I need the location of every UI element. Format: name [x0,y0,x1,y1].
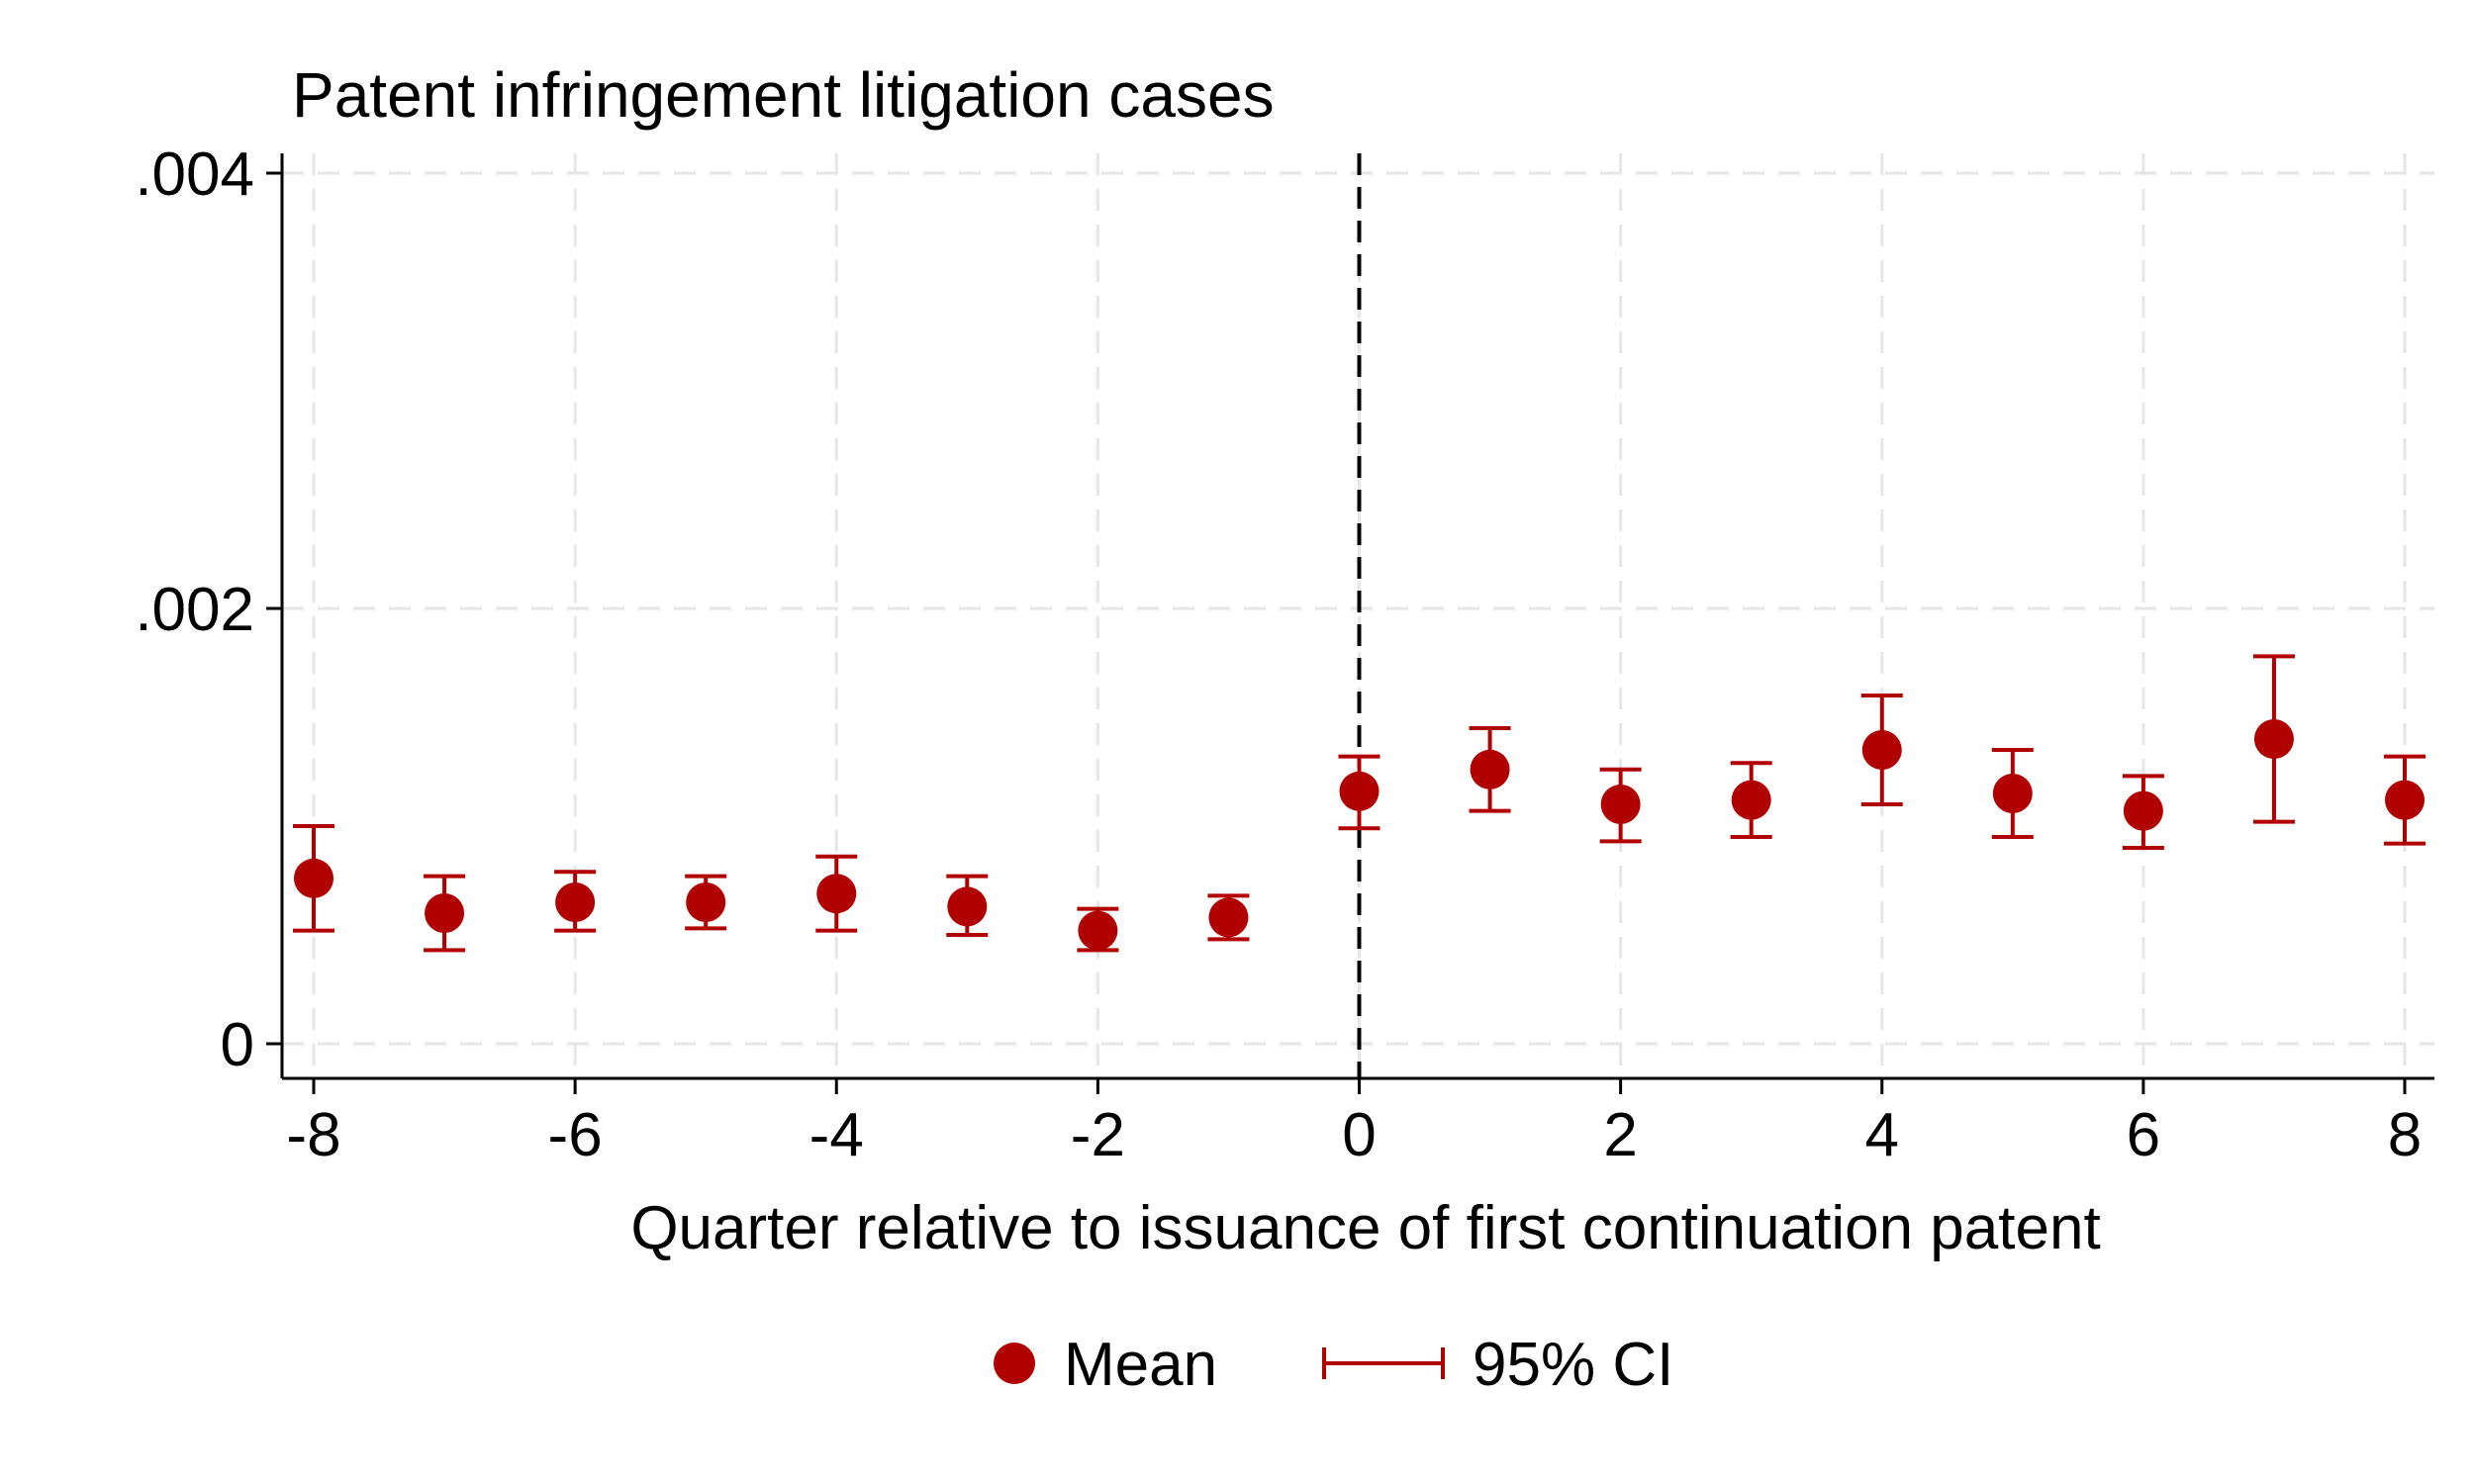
mean-point [2385,780,2425,820]
x-tick-label: 0 [1342,1101,1376,1169]
mean-point [947,886,988,927]
legend-mean-marker [994,1343,1035,1384]
mean-point [686,882,726,922]
mean-point [1339,771,1380,811]
y-tick-label: 0 [221,1011,254,1079]
x-tick-label: 8 [2388,1101,2422,1169]
mean-point [1600,785,1641,824]
legend-mean-label: Mean [1064,1331,1217,1399]
chart-title: Patent infringement litigation cases [292,59,1275,131]
x-tick-label: -4 [809,1101,864,1169]
axes: 0 .002 .004 -8 -6 -4 -2 0 2 4 6 8 [135,140,2434,1169]
x-axis-title: Quarter relative to issuance of first co… [630,1194,2100,1262]
mean-point [1731,780,1771,820]
mean-point [2123,790,2163,831]
mean-point [2253,719,2294,759]
x-tick-label: 4 [1865,1101,1899,1169]
mean-point [294,858,333,898]
legend-ci-marker [1322,1347,1445,1379]
x-tick-label: -8 [286,1101,340,1169]
x-tick-label: -2 [1071,1101,1125,1169]
mean-point [1078,910,1118,951]
x-tick-label: 6 [2127,1101,2160,1169]
mean-point [1992,774,2033,813]
mean-point [1861,730,1902,770]
mean-point [816,874,857,914]
y-tick-label: .002 [135,576,254,644]
mean-point [1208,897,1249,938]
mean-point [425,893,465,933]
data-marks [293,654,2426,953]
x-tick-label: -6 [548,1101,603,1169]
y-tick-label: .004 [135,140,254,209]
mean-point [555,882,596,922]
legend: Mean 95% CI [994,1331,1673,1399]
mean-point [1470,749,1510,789]
x-tick-label: 2 [1603,1101,1637,1169]
legend-ci-label: 95% CI [1473,1331,1673,1399]
